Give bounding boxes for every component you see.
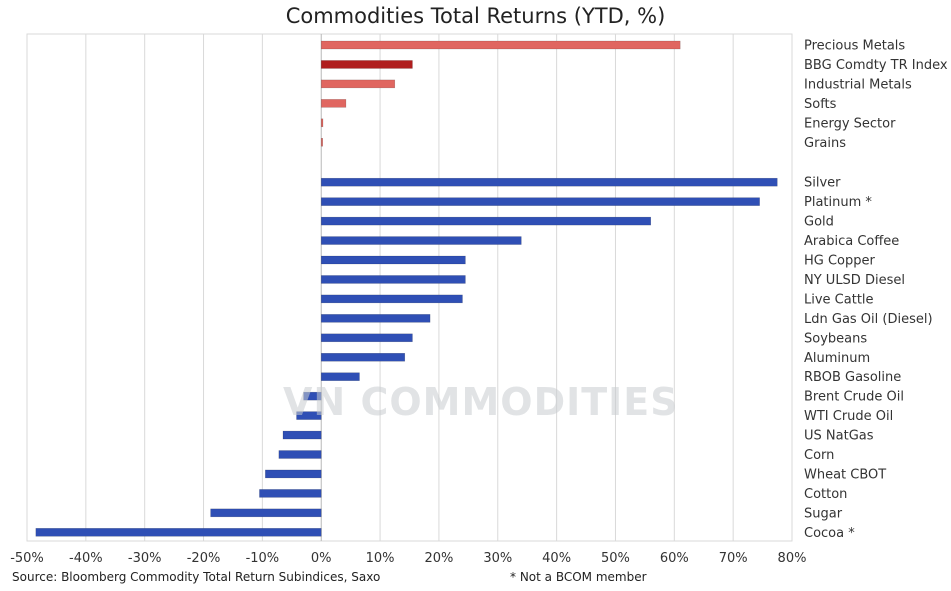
x-tick-label: -40% [69, 551, 103, 566]
bar [320, 197, 760, 206]
x-tick-label: 30% [483, 551, 512, 566]
x-tick-label: 60% [660, 551, 689, 566]
category-label: Industrial Metals [804, 77, 912, 92]
x-tick-label: 0% [311, 551, 332, 566]
category-label: Live Cattle [804, 292, 874, 307]
x-tick-label: 20% [424, 551, 453, 566]
category-label: Gold [804, 215, 834, 230]
x-tick-label: -20% [187, 551, 221, 566]
bar [296, 411, 322, 420]
category-label: NY ULSD Diesel [804, 273, 905, 288]
category-label: BBG Comdty TR Index [804, 58, 948, 73]
category-label: Wheat CBOT [804, 467, 886, 482]
bar [35, 528, 322, 537]
footnote: * Not a BCOM member [510, 570, 647, 584]
category-label: Platinum * [804, 195, 872, 210]
bar [320, 236, 522, 245]
category-label: Arabica Coffee [804, 234, 899, 249]
category-label: Grains [804, 136, 846, 151]
category-label: Cocoa * [804, 526, 855, 541]
x-tick-label: -50% [10, 551, 44, 566]
bar [320, 40, 681, 50]
x-tick-label: 40% [542, 551, 571, 566]
category-label: Softs [804, 97, 837, 112]
source-note: Source: Bloomberg Commodity Total Return… [12, 570, 381, 584]
bar [320, 353, 406, 362]
bar [320, 294, 463, 304]
category-label: Corn [804, 448, 834, 463]
category-label: Silver [804, 176, 841, 191]
bar [259, 489, 322, 498]
watermark-text: VN COMMODITIES [283, 380, 679, 424]
category-label: Sugar [804, 506, 843, 521]
bar [320, 177, 778, 187]
category-label: Cotton [804, 487, 847, 502]
chart-title: Commodities Total Returns (YTD, %) [285, 4, 666, 28]
category-label: Brent Crude Oil [804, 390, 904, 405]
category-label: Precious Metals [804, 39, 905, 54]
x-tick-label: 70% [719, 551, 748, 566]
category-label: Ldn Gas Oil (Diesel) [804, 312, 933, 327]
bar [278, 450, 322, 459]
bar [320, 60, 413, 69]
category-label: WTI Crude Oil [804, 409, 893, 424]
category-label: US NatGas [804, 429, 874, 444]
bar [320, 99, 347, 108]
bar [320, 118, 324, 128]
bar [320, 314, 431, 323]
bar [320, 372, 360, 381]
bars [35, 40, 778, 537]
bar [320, 216, 652, 226]
x-tick-label: -10% [246, 551, 280, 566]
category-label: HG Copper [804, 254, 876, 269]
bar [320, 333, 413, 343]
x-tick-label: -30% [128, 551, 162, 566]
grid-lines [26, 33, 793, 542]
x-tick-label: 10% [366, 551, 395, 566]
bar [303, 391, 322, 401]
plot-frame [26, 33, 793, 542]
category-label: Aluminum [804, 351, 870, 366]
bar [282, 430, 322, 440]
bar [210, 508, 322, 518]
category-labels: Precious Metals BBG Comdty TR Index Indust… [804, 39, 948, 541]
bar [320, 275, 466, 284]
category-label: RBOB Gasoline [804, 370, 901, 385]
bar [320, 79, 396, 89]
x-tick-label: 50% [601, 551, 630, 566]
category-label: Soybeans [804, 331, 867, 346]
category-label: Energy Sector [804, 116, 896, 131]
x-tick-label: 80% [778, 551, 807, 566]
x-tick-labels: -50% -40% -30% -20% -10% 0% 10% 20% 30% 40% 50% 60%… [10, 551, 806, 566]
bar [320, 255, 466, 265]
bar [265, 469, 322, 479]
bar [320, 138, 323, 147]
